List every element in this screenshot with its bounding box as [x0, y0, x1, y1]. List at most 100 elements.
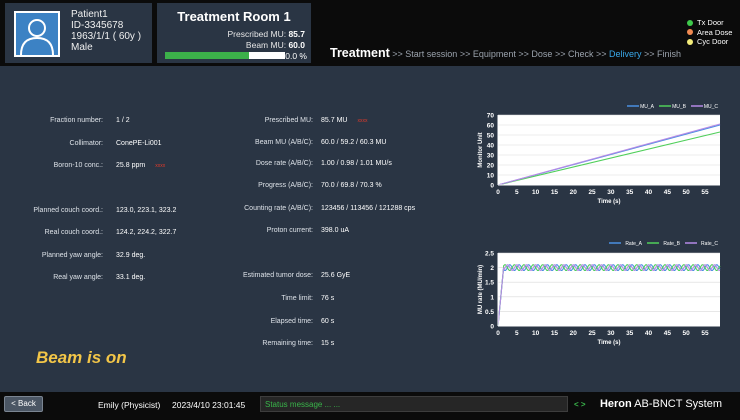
mu-rate-chart-y-tick-label: 1.5: [485, 280, 494, 287]
prescribed-mu-warning: xxxx: [357, 118, 368, 124]
mu-chart-y-tick-label: 30: [487, 153, 495, 160]
status-dot-icon: [687, 29, 693, 36]
mu-rate-chart-y-tick-label: 0.5: [485, 309, 494, 316]
back-button[interactable]: < Back: [4, 396, 43, 412]
mu-rate-chart-legend-label: Rate_C: [701, 241, 718, 247]
workflow-step-delivery: Delivery: [609, 49, 642, 59]
mu-chart-x-tick-label: 35: [626, 189, 634, 196]
boron-label: Boron-10 conc.:: [53, 162, 103, 169]
collimator-label: Collimator:: [69, 140, 103, 147]
tumor-dose-label: Estimated tumor dose:: [242, 272, 313, 279]
counting-rate-label: Counting rate (A/B/C):: [244, 205, 313, 212]
patient-panel: Patient1 ID-3345678 1963/1/1 ( 60y ) Mal…: [5, 3, 152, 63]
mu-chart-x-tick-label: 45: [664, 189, 672, 196]
workflow-sep: >>: [554, 49, 568, 59]
mu-rate-chart-x-tick-label: 30: [607, 330, 615, 337]
status-area-dose: Area Dose: [687, 28, 732, 38]
current-user: Emily (Physicist): [98, 400, 161, 410]
counting-rate-value: 123456 / 113456 / 121288 cps: [321, 205, 416, 212]
mu-chart-x-tick-label: 40: [645, 189, 653, 196]
brand-system: AB-BNCT System: [631, 398, 722, 410]
collimator-value: ConePE-Li001: [116, 140, 162, 147]
dose-rate-label: Dose rate (A/B/C):: [255, 160, 313, 167]
boron-warning: xxxx: [155, 163, 166, 169]
beam-mu-value: 60.0 / 59.2 / 60.3 MU: [321, 139, 387, 146]
mu-rate-chart-x-tick-label: 45: [664, 330, 672, 337]
mu-rate-chart-x-tick-label: 50: [683, 330, 691, 337]
status-tx-door: Tx Door: [687, 18, 732, 28]
status-cyc-door: Cyc Door: [687, 37, 732, 47]
header-beam-mu-label: Beam MU:: [245, 40, 287, 50]
mu-rate-chart-x-tick-label: 5: [515, 330, 519, 337]
workflow-step-start-session: Start session: [405, 49, 458, 59]
mu-rate-chart: 0 0.5 1 1.5 2 2.5 0 5 10 15 20 25 30 35 40 45 50 55 Time (…: [472, 236, 730, 350]
status-dot-icon: [687, 19, 693, 26]
mu-chart-series-mu-c: [497, 123, 721, 186]
workflow-current: Treatment: [330, 46, 390, 60]
mu-chart-y-tick-label: 10: [487, 173, 495, 180]
header-bar: Patient1 ID-3345678 1963/1/1 ( 60y ) Mal…: [0, 0, 740, 66]
beam-mu-label: Beam MU (A/B/C):: [255, 139, 313, 146]
real-couch-value: 124.2, 224.2, 322.7: [116, 229, 177, 236]
mu-chart-y-tick-label: 50: [487, 133, 495, 140]
workflow-step-finish: Finish: [657, 49, 682, 59]
mu-rate-chart-y-axis-title: MU rate (MU/min): [478, 265, 484, 314]
elapsed-time-label: Elapsed time:: [270, 318, 313, 325]
workflow-step-check: Check: [567, 49, 594, 59]
workflow-sep: >>: [459, 49, 473, 59]
header-beam-mu: Beam MU: 60.0: [246, 40, 305, 50]
delivery-progress-fill: [165, 52, 249, 59]
time-limit-label: Time limit:: [281, 295, 313, 302]
mu-rate-chart-x-tick-label: 40: [645, 330, 653, 337]
workflow-sep: >>: [595, 49, 609, 59]
mu-chart-x-axis-title: Time (s): [598, 199, 621, 205]
mu-rate-chart-series-rate-b: [497, 264, 721, 327]
mu-rate-chart-y-tick-label: 2.5: [485, 251, 494, 258]
mu-chart: 0 10 20 30 40 50 60 70 0 5 10 15 20 25 30 35 40 45 50 55 Tim…: [472, 100, 730, 212]
mu-chart-y-axis-title: Monitor Unit: [478, 132, 484, 167]
mu-chart-y-tick-label: 70: [487, 113, 495, 120]
real-yaw-label: Real yaw angle:: [53, 274, 103, 281]
mu-chart-legend-label: MU_B: [672, 104, 687, 110]
mu-chart-x-tick-label: 5: [515, 189, 519, 196]
progress-abc-label: Progress (A/B/C):: [258, 182, 313, 189]
mu-chart-legend-label: MU_C: [704, 104, 719, 110]
prescribed-mu-label: Prescribed MU:: [264, 117, 313, 124]
workflow-step-equipment: Equipment: [472, 49, 516, 59]
mu-chart-series-mu-b: [497, 131, 721, 186]
patient-dob: 1963/1/1 ( 60y ): [71, 31, 142, 42]
boron-value-text: 25.8 ppm: [116, 162, 146, 169]
brand-name: Heron: [599, 398, 632, 410]
planned-couch-label: Planned couch coord.:: [33, 207, 103, 214]
workflow-step-dose: Dose: [531, 49, 553, 59]
room-panel: Treatment Room 1 Prescribed MU: 85.7 Bea…: [157, 3, 311, 63]
status-area-dose-label: Area Dose: [697, 27, 733, 37]
mu-rate-chart-x-tick-label: 0: [496, 330, 500, 337]
delivery-progress-text: 70.0 %: [280, 51, 307, 61]
planned-yaw-label: Planned yaw angle:: [41, 252, 103, 259]
mu-rate-chart-x-tick-label: 10: [532, 330, 540, 337]
footer-bar: < Back Emily (Physicist) 2023/4/10 23:01…: [0, 392, 740, 420]
header-beam-mu-value: 60.0: [288, 40, 305, 50]
prescribed-mu-value-text: 85.7 MU: [321, 117, 348, 124]
mu-chart-x-tick-label: 30: [607, 189, 615, 196]
interlock-status-legend: Tx Door Area Dose Cyc Door: [687, 18, 732, 47]
progress-abc-value: 70.0 / 69.8 / 70.3 %: [321, 182, 382, 189]
tumor-dose-value: 25.6 GyE: [321, 272, 351, 279]
mu-rate-chart-series-rate-c: [497, 264, 721, 327]
mu-chart-plot-area: [498, 115, 720, 185]
mu-rate-chart-x-tick-label: 35: [626, 330, 634, 337]
mu-rate-chart-x-axis-title: Time (s): [598, 340, 621, 346]
proton-current-label: Proton current:: [266, 227, 313, 234]
mu-rate-chart-x-tick-label: 20: [570, 330, 578, 337]
status-nav-arrows[interactable]: < >: [574, 400, 586, 409]
mu-rate-chart-y-tick-label: 2: [490, 265, 494, 272]
delivery-progress-bar: [165, 52, 285, 59]
mu-chart-y-tick-label: 60: [487, 123, 495, 130]
status-message-field[interactable]: [260, 396, 568, 412]
patient-avatar-icon: [14, 11, 60, 57]
mu-chart-legend-label: MU_A: [640, 104, 655, 110]
mu-rate-chart-x-tick-label: 55: [701, 330, 709, 337]
mu-rate-chart-svg: 0 0.5 1 1.5 2 2.5 0 5 10 15 20 25 30 35 40 45 50 55 Time (…: [478, 241, 721, 346]
patient-sex: Male: [71, 42, 93, 53]
